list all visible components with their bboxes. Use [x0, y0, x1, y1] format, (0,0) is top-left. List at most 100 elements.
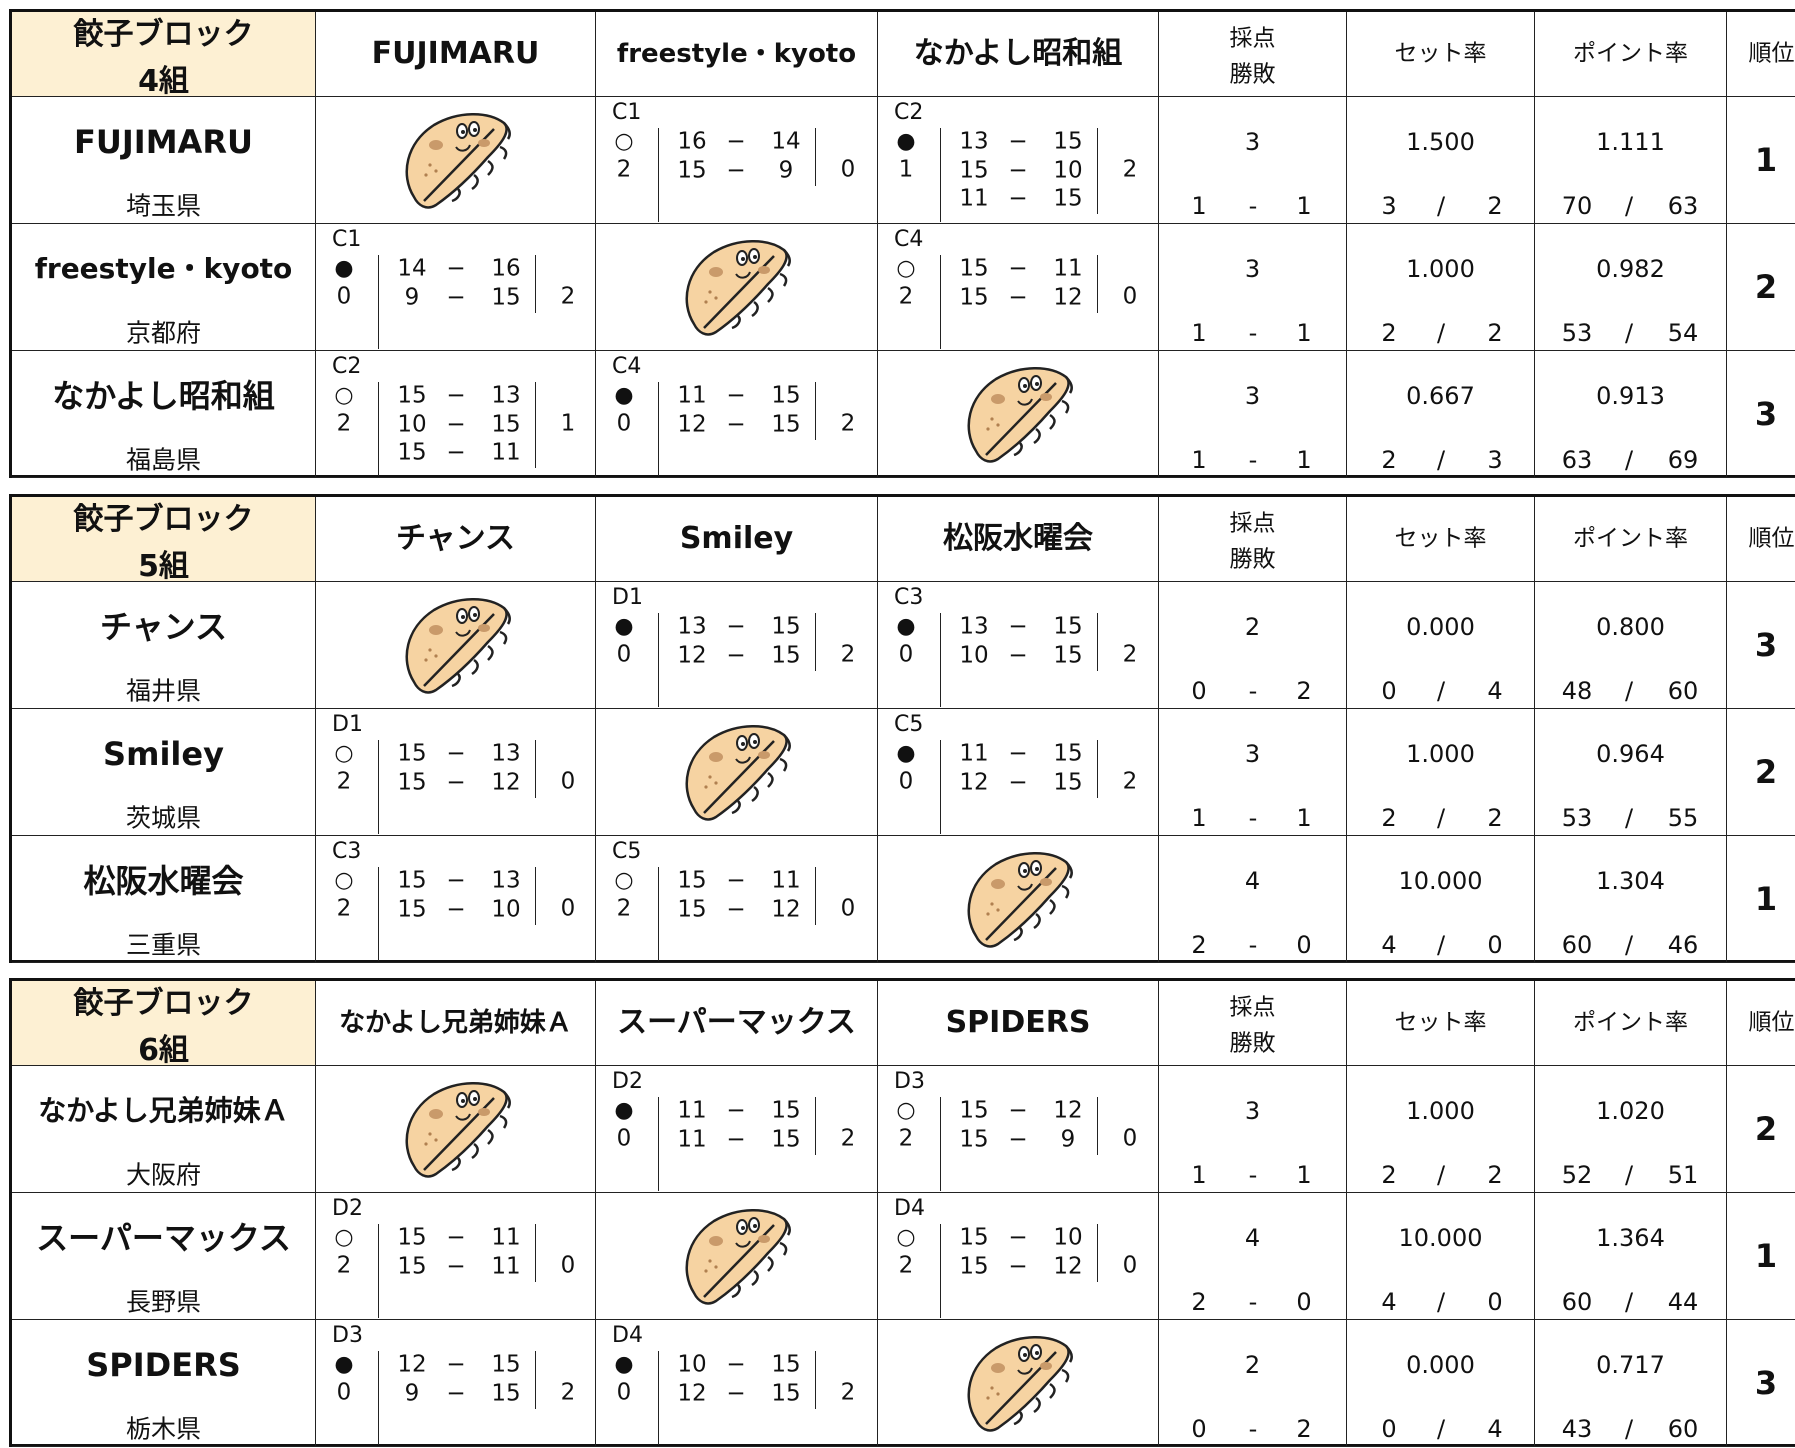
self-cell [316, 1066, 596, 1193]
score-separator: − [726, 128, 746, 155]
match-cell: D3 ○ 2 15−12 15− 9 0 [878, 1066, 1159, 1193]
ratio-numerator: 0 [1381, 677, 1397, 705]
score-separator: − [726, 1126, 746, 1152]
ratio-separator: / [1436, 677, 1446, 705]
score-own: 15 [397, 740, 427, 767]
block-title: 餃子ブロック [73, 502, 254, 537]
divider [815, 1351, 816, 1409]
ratio-denominator: 2 [1487, 319, 1503, 347]
match-code: C1 [612, 100, 642, 125]
ratio-numerator: 4 [1381, 1288, 1397, 1316]
score-opponent: 15 [771, 1126, 801, 1152]
score-separator: − [446, 382, 466, 409]
ratio-numerator: 52 [1561, 1161, 1593, 1189]
score-own: 15 [959, 157, 989, 183]
set-rate-cell: 1.000 2 / 2 [1347, 1066, 1535, 1193]
divider [535, 1224, 536, 1282]
divider [1097, 128, 1098, 214]
wins: 1 [1191, 446, 1207, 474]
team-cell: スーパーマックス 長野県 [12, 1193, 316, 1320]
gyoza-icon [676, 1201, 796, 1311]
match-code: D2 [612, 1069, 643, 1094]
sets-lost: 2 [840, 1125, 856, 1152]
points: 3 [1244, 740, 1261, 768]
score-separator: − [446, 1351, 466, 1378]
score-own: 15 [677, 896, 707, 922]
team-prefecture: 埼玉県 [125, 191, 202, 221]
divider [535, 1351, 536, 1409]
team-name: スーパーマックス [36, 1219, 291, 1257]
points: 3 [1244, 128, 1261, 156]
rank-cell: 2 [1727, 1066, 1795, 1193]
gyoza-icon [396, 105, 516, 215]
score-own: 15 [397, 1253, 427, 1279]
gyoza-icon [676, 717, 796, 827]
opponent-header: 松阪水曜会 [878, 497, 1159, 582]
point-rate-cell: 1.364 60 / 44 [1535, 1193, 1727, 1320]
point-rate-cell: 0.982 53 / 54 [1535, 224, 1727, 351]
block: 餃子ブロック 5組 チャンス Smiley 松阪水曜会 採点 勝敗 セット率 ポイント率 順位 チャ… [9, 494, 1795, 963]
record-separator: - [1248, 319, 1258, 347]
match-code: C2 [894, 100, 924, 125]
opponent-name: SPIDERS [945, 1005, 1091, 1040]
match-mark: ● [896, 129, 916, 154]
score-own: 10 [959, 642, 989, 668]
score-opponent: 15 [771, 1380, 801, 1406]
divider [658, 867, 659, 961]
sets-lost: 0 [560, 768, 576, 795]
team-prefecture: 福島県 [125, 445, 202, 475]
divider [940, 613, 941, 707]
score-opponent: 15 [491, 1380, 521, 1406]
rank: 1 [1754, 141, 1778, 179]
point-rate-cell: 1.304 60 / 46 [1535, 836, 1727, 963]
score-opponent: 11 [1053, 255, 1083, 282]
match-mark: ● [614, 614, 634, 639]
sets-lost: 2 [560, 283, 576, 310]
match-cell: D4 ● 0 10−15 12−15 2 [596, 1320, 878, 1447]
opponent-header: SPIDERS [878, 981, 1159, 1066]
score-own: 13 [959, 613, 989, 640]
match-mark: ● [614, 1352, 634, 1377]
team-cell: 松阪水曜会 三重県 [12, 836, 316, 963]
match-code: D4 [612, 1323, 643, 1348]
header-label: セット率 [1394, 525, 1487, 552]
stat-header: セット率 [1347, 497, 1535, 582]
ratio-separator: / [1624, 1288, 1634, 1316]
ratio-denominator: 60 [1667, 1415, 1699, 1443]
ratio-denominator: 0 [1487, 931, 1503, 959]
score-opponent: 11 [491, 1253, 521, 1279]
ratio-separator: / [1436, 1415, 1446, 1443]
ratio-numerator: 2 [1381, 446, 1397, 474]
block-group: 5組 [138, 549, 189, 582]
score-opponent: 16 [491, 255, 521, 282]
score-own: 15 [677, 157, 707, 183]
header-label: ポイント率 [1573, 40, 1688, 67]
self-cell [316, 582, 596, 709]
ratio-separator: / [1436, 1288, 1446, 1316]
ratio-separator: / [1436, 446, 1446, 474]
ratio-numerator: 4 [1381, 931, 1397, 959]
match-code: D1 [612, 585, 643, 610]
score-own: 12 [677, 642, 707, 668]
set-rate: 0.000 [1406, 613, 1475, 641]
sets-lost: 2 [560, 1379, 576, 1406]
team-prefecture: 福井県 [125, 676, 202, 706]
match-cell: D1 ○ 2 15−13 15−12 0 [316, 709, 596, 836]
ratio-numerator: 48 [1561, 677, 1593, 705]
header-label: 順位 [1748, 1009, 1795, 1036]
block-title-cell: 餃子ブロック 5組 [12, 497, 316, 582]
score-opponent: 14 [771, 128, 801, 155]
self-cell [596, 1193, 878, 1320]
ratio-separator: / [1436, 931, 1446, 959]
score-own: 12 [677, 1380, 707, 1406]
team-cell: チャンス 福井県 [12, 582, 316, 709]
score-opponent: 13 [491, 867, 521, 894]
score-opponent: 15 [1053, 769, 1083, 795]
point-rate-cell: 1.111 70 / 63 [1535, 97, 1727, 224]
divider [940, 128, 941, 222]
sets-won: 2 [336, 1252, 352, 1279]
self-cell [316, 97, 596, 224]
record-separator: - [1248, 446, 1258, 474]
self-cell [596, 224, 878, 351]
sets-won: 2 [898, 283, 914, 310]
